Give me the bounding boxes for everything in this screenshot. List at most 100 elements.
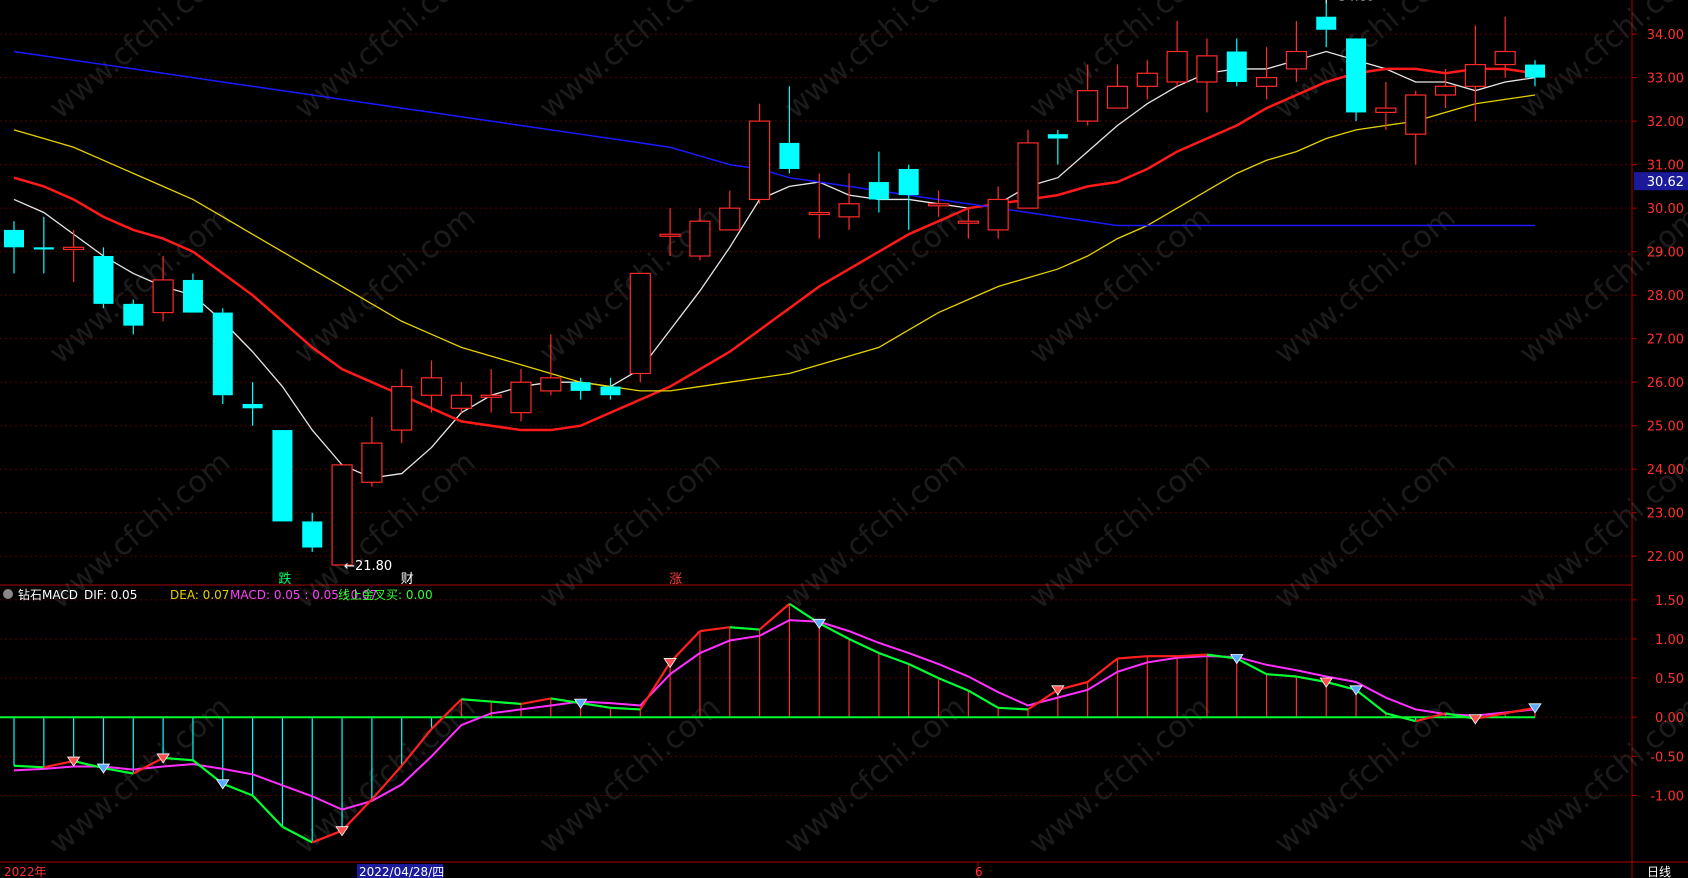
candle[interactable] — [1525, 60, 1545, 87]
candle[interactable] — [33, 216, 54, 274]
dea-line — [13, 619, 1536, 811]
candle[interactable] — [182, 273, 203, 313]
candle[interactable] — [868, 151, 889, 213]
candle[interactable] — [1077, 64, 1099, 126]
diamond-icon — [156, 753, 170, 764]
candle[interactable] — [510, 369, 532, 422]
candle[interactable] — [1285, 21, 1308, 82]
candle[interactable] — [748, 103, 771, 204]
price-tick-label: 31.00 — [1647, 159, 1684, 174]
candles — [4, 0, 1545, 566]
candle[interactable] — [302, 512, 323, 552]
candle[interactable] — [629, 272, 651, 383]
price-tick-label: 26.00 — [1647, 376, 1684, 391]
candle[interactable] — [1375, 81, 1397, 130]
bottom-date: 2022/04/28/四 — [359, 865, 444, 878]
tag-fall: 跌 — [278, 571, 291, 587]
price-tick-label: 29.00 — [1647, 246, 1684, 261]
candle[interactable] — [1464, 25, 1486, 122]
candle[interactable] — [1405, 90, 1427, 165]
candle[interactable] — [450, 382, 472, 413]
diamond-icon — [1349, 685, 1363, 696]
candle[interactable] — [123, 299, 144, 335]
candle[interactable] — [212, 308, 233, 404]
diamond-icon — [812, 618, 826, 630]
price-tick-label: 23.00 — [1647, 507, 1684, 522]
price-tick-label: 25.00 — [1647, 420, 1684, 435]
dif-line — [13, 602, 1536, 844]
low-price-annotation: ←21.80 — [344, 559, 392, 574]
candle[interactable] — [272, 430, 293, 522]
diamond-icon — [1319, 677, 1333, 688]
macd-histogram — [13, 603, 1536, 843]
diamond-icon — [573, 698, 588, 709]
bottom-month: 6 — [975, 865, 983, 878]
candle[interactable] — [63, 229, 85, 283]
candle[interactable] — [4, 221, 24, 274]
candle[interactable] — [1255, 47, 1278, 100]
candle[interactable] — [1226, 38, 1247, 87]
macd-tick-label: 0.00 — [1655, 711, 1684, 726]
macd-tick-label: -1.00 — [1650, 789, 1684, 804]
candle[interactable] — [600, 377, 621, 400]
candle[interactable] — [1166, 21, 1188, 87]
ma-blue-line — [13, 50, 1535, 227]
candle[interactable] — [152, 256, 174, 322]
macd-header-cross: 线上金叉买: 0.00 — [338, 587, 433, 602]
diamond-icon — [335, 826, 349, 837]
diamond-icon — [66, 756, 81, 767]
candle[interactable] — [1047, 129, 1068, 165]
ma-red-line — [13, 67, 1536, 432]
diamond-icon — [1051, 685, 1065, 696]
candle[interactable] — [838, 173, 860, 230]
diamond-icon — [1528, 703, 1542, 714]
price-axis: 34.00 33.00 32.00 31.00 30.00 29.00 28.00 27.00… — [0, 28, 1684, 565]
candle[interactable] — [927, 190, 950, 217]
candle[interactable] — [480, 369, 502, 413]
candle[interactable] — [779, 86, 800, 174]
candle[interactable] — [689, 208, 711, 261]
tag-wealth: 财 — [401, 572, 414, 587]
candle[interactable] — [1196, 38, 1218, 113]
macd-header-dea: DEA: 0.07 — [170, 588, 229, 602]
candle[interactable] — [1017, 129, 1039, 209]
candle[interactable] — [1494, 16, 1516, 78]
candle[interactable] — [540, 334, 562, 396]
ma-white-line — [13, 50, 1536, 479]
ma-yellow-line — [13, 94, 1536, 392]
current-price-label: 30.62 — [1647, 175, 1684, 190]
candle[interactable] — [659, 208, 681, 257]
diamond-icon — [663, 658, 677, 669]
candle[interactable] — [719, 190, 741, 231]
candle[interactable] — [957, 208, 979, 239]
macd-tick-label: 0.50 — [1655, 672, 1684, 687]
date-highlight — [357, 864, 443, 878]
candle[interactable] — [987, 186, 1009, 239]
macd-header-name: 钻石MACD — [18, 587, 78, 602]
candle[interactable] — [1136, 60, 1158, 100]
high-price-annotation: 34.89 — [1338, 0, 1375, 4]
candle[interactable] — [1106, 64, 1129, 109]
price-tick-label: 30.00 — [1647, 202, 1684, 217]
candle[interactable] — [1346, 38, 1367, 122]
candle[interactable] — [93, 247, 114, 309]
candle[interactable] — [242, 382, 263, 426]
price-tick-label: 32.00 — [1647, 115, 1684, 130]
candle[interactable] — [1434, 68, 1457, 109]
candle[interactable] — [1316, 0, 1337, 48]
price-tick-label: 22.00 — [1647, 550, 1684, 565]
candle[interactable] — [331, 464, 353, 566]
candle[interactable] — [570, 377, 591, 400]
macd-header-dif: DIF: 0.05 — [84, 588, 137, 602]
candle[interactable] — [808, 173, 830, 239]
candle[interactable] — [361, 417, 383, 487]
cross-markers — [66, 618, 1542, 837]
candle[interactable] — [391, 369, 413, 444]
macd-tick-label: 1.50 — [1655, 594, 1684, 609]
macd-header-macd: MACD: 0.05 : 0.05 : 0.07 — [230, 588, 377, 602]
macd-header: 钻石MACD DIF: 0.05 DEA: 0.07 MACD: 0.05 : 0.0… — [3, 587, 433, 602]
candle[interactable] — [898, 164, 919, 230]
candle[interactable] — [420, 360, 443, 413]
collapse-icon[interactable] — [3, 589, 13, 599]
